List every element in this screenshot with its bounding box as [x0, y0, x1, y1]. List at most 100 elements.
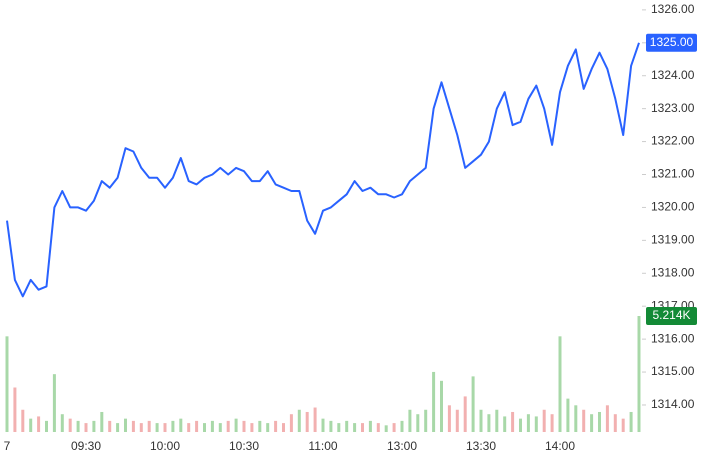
volume-bar: [440, 380, 443, 432]
volume-bar: [487, 414, 491, 432]
volume-bar: [503, 416, 507, 432]
volume-bar: [76, 420, 80, 432]
volume-bar: [234, 418, 238, 432]
x-tick-label: 13:00: [387, 439, 417, 453]
volume-bar: [392, 423, 396, 432]
volume-bar: [637, 316, 641, 432]
volume-bar: [550, 414, 554, 432]
y-tick-label: 1321.00: [651, 167, 695, 181]
volume-bar: [605, 405, 609, 432]
volume-badge: [646, 307, 697, 325]
volume-bar: [131, 420, 135, 432]
volume-bar: [282, 423, 285, 432]
volume-bar: [266, 423, 270, 432]
x-tick-label: 7: [4, 439, 11, 453]
volume-bar: [455, 409, 459, 432]
volume-bar: [179, 418, 183, 432]
y-tick-label: 1319.00: [651, 233, 695, 247]
volume-bar: [242, 420, 246, 432]
volume-bar: [210, 420, 214, 432]
volume-bar: [226, 420, 230, 432]
y-tick-label: 1323.00: [651, 101, 695, 115]
y-tick-label: 1322.00: [651, 134, 695, 148]
volume-bar: [195, 420, 199, 432]
volume-bar: [139, 423, 143, 432]
volume-bar: [590, 414, 594, 432]
volume-bar: [52, 374, 56, 432]
volume-bar: [621, 418, 625, 432]
volume-bar: [416, 414, 420, 432]
volume-bar: [408, 409, 412, 432]
volume-bar: [289, 414, 293, 432]
y-tick-label: 1320.00: [651, 200, 695, 214]
volume-bar: [463, 396, 467, 432]
volume-bar: [313, 407, 317, 432]
volume-bar: [5, 336, 9, 432]
volume-bar: [321, 418, 325, 432]
volume-bar: [542, 409, 546, 432]
last-price-badge: [646, 33, 697, 52]
volume-bar: [526, 414, 530, 432]
x-tick-label: 10:00: [150, 439, 180, 453]
volume-bar: [60, 414, 64, 432]
volume-bar: [384, 425, 388, 432]
volume-bar: [250, 423, 254, 432]
volume-bar: [155, 423, 159, 432]
volume-bar: [400, 420, 404, 432]
volume-bar: [92, 420, 96, 432]
volume-bar: [100, 411, 104, 432]
volume-bar: [361, 423, 364, 432]
volume-bar: [345, 420, 349, 432]
x-tick-label: 14:00: [545, 439, 575, 453]
volume-bar: [171, 420, 175, 432]
volume-bar: [305, 411, 309, 432]
volume-bar: [163, 423, 167, 432]
volume-bar: [218, 423, 222, 432]
volume-bar: [511, 411, 515, 432]
volume-bar: [147, 420, 151, 432]
price-line: [6, 42, 640, 298]
volume-bar: [495, 409, 499, 432]
volume-bar: [84, 423, 88, 432]
volume-bar: [29, 418, 33, 432]
volume-bar: [558, 336, 562, 432]
volume-bar: [424, 409, 428, 432]
volume-bar: [598, 411, 601, 432]
volume-bar: [534, 416, 538, 432]
y-tick-label: 1316.00: [651, 331, 695, 345]
volume-bar: [45, 420, 48, 432]
volume-bar: [297, 409, 301, 432]
volume-bar: [582, 409, 586, 432]
volume-bar: [37, 416, 41, 432]
volume-bar: [629, 411, 633, 432]
y-tick-label: 1314.00: [651, 397, 695, 411]
volume-bar: [353, 423, 357, 432]
volume-bar: [187, 423, 191, 432]
x-tick-label: 11:00: [308, 439, 337, 453]
volume-bar: [479, 409, 483, 432]
volume-bar: [274, 420, 278, 432]
x-tick-label: 10:30: [229, 439, 259, 453]
volume-bar: [574, 405, 578, 432]
volume-bar: [203, 423, 206, 432]
y-tick-label: 1315.00: [651, 364, 695, 378]
volume-bar: [613, 414, 617, 432]
volume-bar: [329, 420, 333, 432]
x-tick-label: 13:30: [466, 439, 496, 453]
volume-bar: [368, 420, 372, 432]
y-tick-label: 1326.00: [651, 2, 695, 16]
volume-bar: [116, 423, 120, 432]
volume-bar: [21, 409, 25, 432]
x-tick-label: 09:30: [71, 439, 101, 453]
volume-bar: [337, 423, 341, 432]
volume-bar: [432, 371, 436, 432]
volume-bar: [471, 376, 475, 432]
y-tick-label: 1318.00: [651, 265, 695, 279]
volume-bar: [519, 418, 522, 432]
volume-bar: [68, 418, 72, 432]
volume-bar: [124, 418, 127, 432]
volume-bar: [566, 398, 570, 432]
volume-bar: [447, 405, 451, 432]
y-tick-label: 1324.00: [651, 68, 695, 82]
